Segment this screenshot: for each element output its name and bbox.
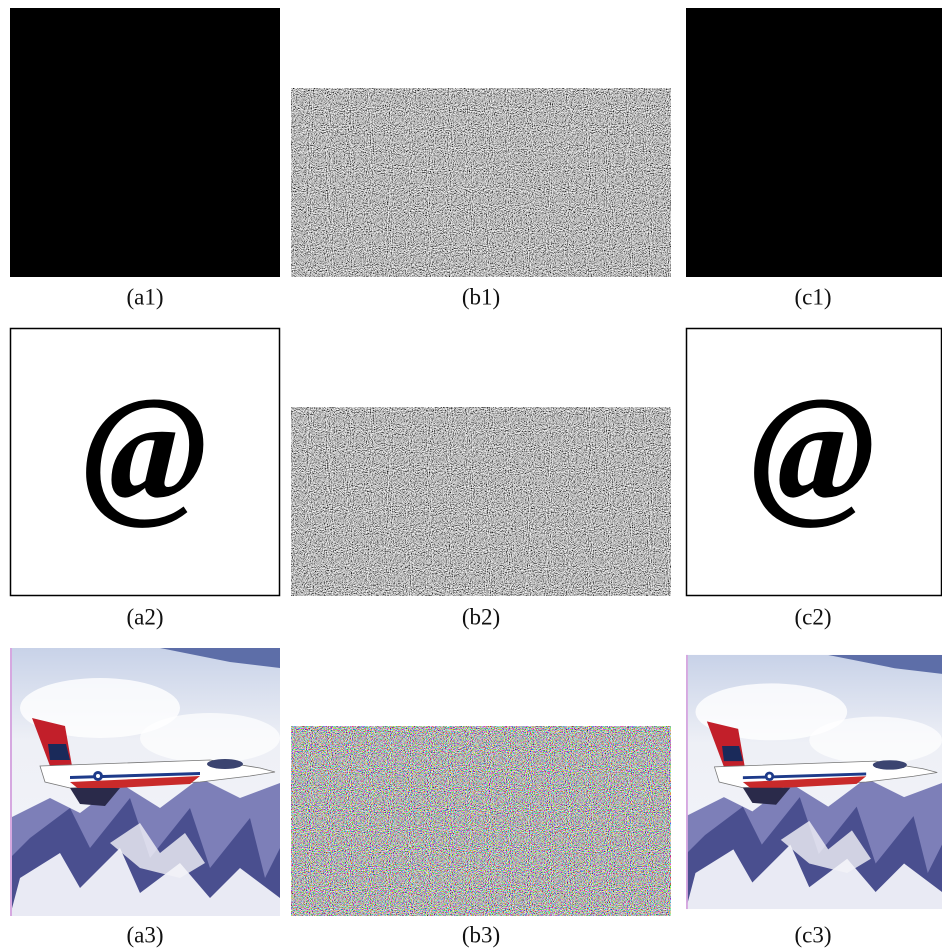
figure: (a1) (b1) (c1) @ @ (a2) (b2) (c2) (a3) (…: [0, 0, 942, 948]
black-image: [10, 8, 280, 277]
noise-image: [291, 407, 671, 596]
panel-label: (a1): [126, 284, 163, 309]
panel-label: (b3): [462, 922, 500, 947]
noise-image: [291, 88, 671, 277]
at-symbol: @: [751, 366, 876, 532]
panel-label: (a2): [126, 604, 163, 629]
color-noise-image: [291, 726, 671, 916]
panel-label: (a3): [126, 922, 163, 947]
panel-label: (c2): [794, 604, 831, 629]
panel-label: (c1): [794, 284, 831, 309]
black-image: [686, 8, 942, 277]
at-symbol: @: [83, 366, 208, 532]
panel-label: (b2): [462, 604, 500, 629]
panel-label: (c3): [794, 922, 831, 947]
panel-label: (b1): [462, 284, 500, 309]
jet-image: [686, 655, 942, 909]
jet-image: [10, 648, 280, 916]
